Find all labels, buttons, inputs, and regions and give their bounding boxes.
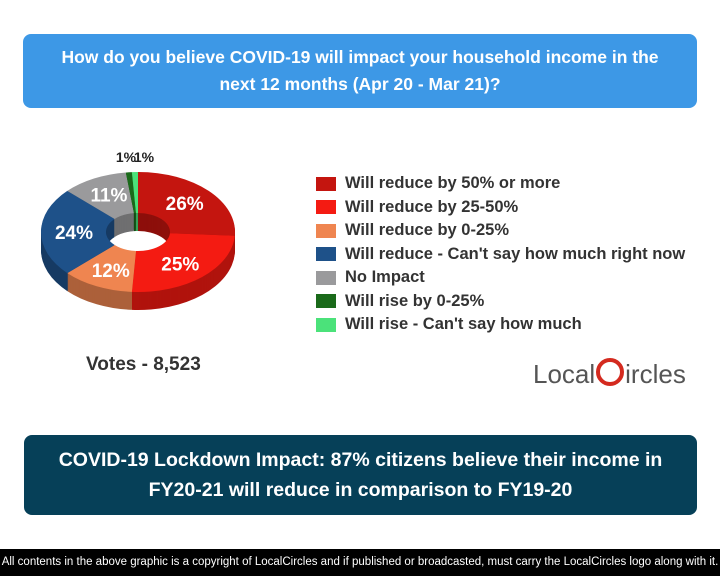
legend-swatch bbox=[316, 223, 336, 238]
data-label: 24% bbox=[55, 223, 93, 244]
legend-swatch bbox=[316, 176, 336, 191]
slice-4 bbox=[67, 172, 134, 219]
legend-swatch bbox=[316, 317, 336, 332]
conclusion-banner: COVID-19 Lockdown Impact: 87% citizens b… bbox=[24, 435, 697, 515]
slice-6 bbox=[131, 172, 138, 214]
data-label: 26% bbox=[166, 194, 204, 215]
legend-item: Will reduce by 50% or more bbox=[316, 172, 685, 196]
data-label: 1% bbox=[134, 149, 155, 165]
votes-count: Votes - 8,523 bbox=[86, 354, 201, 375]
slice-3 bbox=[41, 190, 115, 274]
data-label: 12% bbox=[92, 261, 130, 282]
data-label: 25% bbox=[161, 255, 199, 276]
legend-label: Will reduce - Can't say how much right n… bbox=[345, 244, 686, 263]
legend-item: Will reduce - Can't say how much right n… bbox=[316, 243, 685, 267]
legend-swatch bbox=[316, 294, 336, 309]
slice-1 bbox=[131, 233, 235, 292]
localcircles-logo: Local ircles bbox=[533, 358, 686, 389]
legend-label: Will reduce by 0-25% bbox=[345, 221, 509, 240]
legend-label: No Impact bbox=[345, 268, 425, 287]
legend-label: Will reduce by 25-50% bbox=[345, 197, 519, 216]
data-label: 11% bbox=[90, 186, 127, 207]
slice-0 bbox=[138, 172, 235, 236]
slice-2 bbox=[67, 245, 136, 292]
legend-item: No Impact bbox=[316, 266, 685, 290]
conclusion-text: COVID-19 Lockdown Impact: 87% citizens b… bbox=[58, 449, 663, 501]
legend-item: Will rise - Can't say how much bbox=[316, 313, 685, 337]
logo-pin-icon bbox=[596, 358, 625, 386]
legend: Will reduce by 50% or more Will reduce by… bbox=[316, 172, 685, 337]
copyright-footer: All contents in the above graphic is a c… bbox=[0, 549, 720, 576]
legend-item: Will reduce by 25-50% bbox=[316, 196, 685, 220]
legend-label: Will rise - Can't say how much bbox=[345, 315, 582, 334]
data-label: 1% bbox=[116, 149, 137, 165]
legend-swatch bbox=[316, 270, 336, 285]
legend-label: Will reduce by 50% or more bbox=[345, 174, 561, 193]
legend-swatch bbox=[316, 200, 336, 215]
legend-swatch bbox=[316, 247, 336, 262]
slice-5 bbox=[125, 172, 136, 214]
legend-item: Will rise by 0-25% bbox=[316, 290, 685, 314]
donut-chart: 26% 25% 12% 24% 11% 1%1% bbox=[41, 149, 235, 310]
question-text: How do you believe COVID-19 will impact … bbox=[61, 47, 659, 94]
question-banner: How do you believe COVID-19 will impact … bbox=[23, 34, 697, 108]
legend-item: Will reduce by 0-25% bbox=[316, 219, 685, 243]
legend-label: Will rise by 0-25% bbox=[345, 291, 485, 310]
